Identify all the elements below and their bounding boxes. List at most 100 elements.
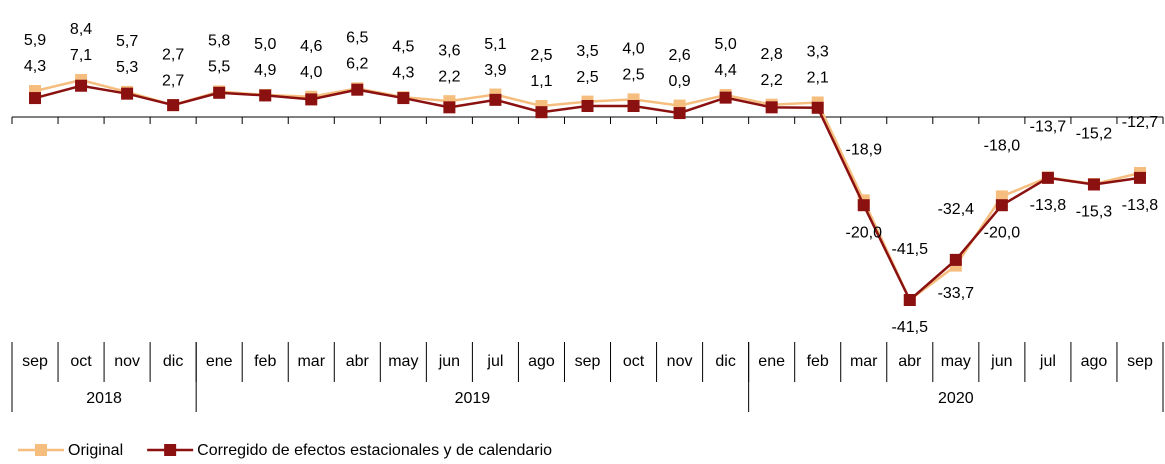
- data-label: 6,5: [346, 30, 368, 47]
- x-tick-label: jun: [438, 353, 460, 370]
- marker: [949, 253, 962, 266]
- series-line: [34, 84, 1141, 303]
- marker: [1087, 178, 1100, 191]
- data-label: -12,7: [1122, 114, 1159, 131]
- x-tick-label: mar: [297, 353, 325, 370]
- data-label: 4,3: [392, 64, 414, 81]
- x-tick-label: feb: [807, 353, 829, 370]
- data-label: 3,5: [576, 43, 598, 60]
- data-label: 5,0: [714, 36, 736, 53]
- marker: [535, 106, 548, 119]
- data-label: 2,7: [162, 72, 184, 89]
- data-label: 1,1: [530, 73, 552, 90]
- data-label: 5,5: [208, 59, 230, 76]
- x-tick-label: sep: [22, 353, 48, 370]
- x-tick-label: jul: [1039, 353, 1056, 370]
- marker: [1041, 171, 1054, 184]
- marker: [765, 101, 778, 114]
- data-label: 5,3: [116, 59, 138, 76]
- data-label: -41,5: [892, 241, 929, 258]
- group-label: 2019: [455, 390, 491, 407]
- marker: [489, 93, 502, 106]
- marker: [719, 91, 732, 104]
- marker: [903, 294, 916, 306]
- x-tick-label: jun: [990, 353, 1012, 370]
- data-label: 2,2: [761, 72, 783, 89]
- data-label: -13,8: [1030, 197, 1067, 214]
- data-label: 3,3: [807, 44, 829, 61]
- data-label: 5,8: [208, 33, 230, 50]
- data-label: -32,4: [938, 201, 975, 218]
- data-label: 2,5: [576, 69, 598, 86]
- marker: [121, 87, 134, 100]
- data-label: 4,9: [254, 62, 276, 79]
- data-label: 4,3: [24, 58, 46, 75]
- x-tick-label: feb: [254, 353, 276, 370]
- data-label: -15,2: [1076, 125, 1113, 142]
- marker: [857, 199, 870, 212]
- marker: [673, 107, 686, 120]
- x-tick-label: dic: [715, 353, 735, 370]
- data-label: 2,1: [807, 70, 829, 87]
- data-label: 2,6: [668, 47, 690, 64]
- data-label: 7,1: [70, 47, 92, 64]
- marker: [811, 101, 824, 114]
- marker: [581, 100, 594, 113]
- data-label: 5,1: [484, 36, 506, 53]
- marker: [213, 86, 226, 99]
- data-label: 2,7: [162, 46, 184, 63]
- x-tick-label: sep: [1127, 353, 1153, 370]
- data-label: -41,5: [892, 319, 929, 336]
- data-label: 6,2: [346, 56, 368, 73]
- marker: [1133, 171, 1146, 184]
- x-tick-label: ene: [206, 353, 233, 370]
- legend-marker: [164, 444, 177, 456]
- data-label: -18,9: [846, 142, 883, 159]
- x-tick-label: ene: [758, 353, 785, 370]
- data-label: -20,0: [984, 224, 1021, 241]
- x-tick-label: may: [388, 353, 418, 370]
- data-label: 0,9: [668, 73, 690, 90]
- data-label: 2,5: [530, 47, 552, 64]
- marker: [75, 79, 88, 92]
- data-label: 5,7: [116, 33, 138, 50]
- marker: [259, 89, 272, 102]
- marker: [351, 83, 364, 96]
- marker: [627, 100, 640, 113]
- data-label: 4,0: [622, 41, 644, 58]
- data-label: 8,4: [70, 21, 92, 38]
- data-label: 4,6: [300, 38, 322, 55]
- data-label: 3,6: [438, 42, 460, 59]
- x-tick-label: may: [941, 353, 971, 370]
- legend-marker: [35, 444, 47, 456]
- x-tick-label: nov: [114, 353, 140, 370]
- legend-label: Corregido de efectos estacionales y de c…: [197, 442, 552, 459]
- data-label: 5,0: [254, 36, 276, 53]
- data-label: 4,5: [392, 38, 414, 55]
- x-tick-label: oct: [70, 353, 92, 370]
- data-label: 3,9: [484, 62, 506, 79]
- x-tick-label: oct: [623, 353, 645, 370]
- x-tick-label: nov: [667, 353, 693, 370]
- marker: [305, 93, 318, 106]
- group-label: 2018: [86, 390, 122, 407]
- data-label: -13,7: [1030, 119, 1067, 136]
- data-label: -15,3: [1076, 204, 1113, 221]
- data-label: 4,4: [714, 62, 736, 79]
- legend-label: Original: [68, 442, 123, 459]
- data-label: 4,0: [300, 64, 322, 81]
- data-label: 5,9: [24, 32, 46, 49]
- marker: [167, 99, 180, 112]
- marker: [443, 101, 456, 114]
- group-label: 2020: [938, 390, 974, 407]
- marker: [995, 199, 1008, 212]
- x-tick-label: ago: [1081, 353, 1108, 370]
- data-label: 2,8: [761, 46, 783, 63]
- data-label: -13,8: [1122, 197, 1159, 214]
- marker: [29, 92, 42, 105]
- x-tick-label: sep: [575, 353, 601, 370]
- x-tick-label: abr: [346, 353, 370, 370]
- x-tick-label: mar: [850, 353, 878, 370]
